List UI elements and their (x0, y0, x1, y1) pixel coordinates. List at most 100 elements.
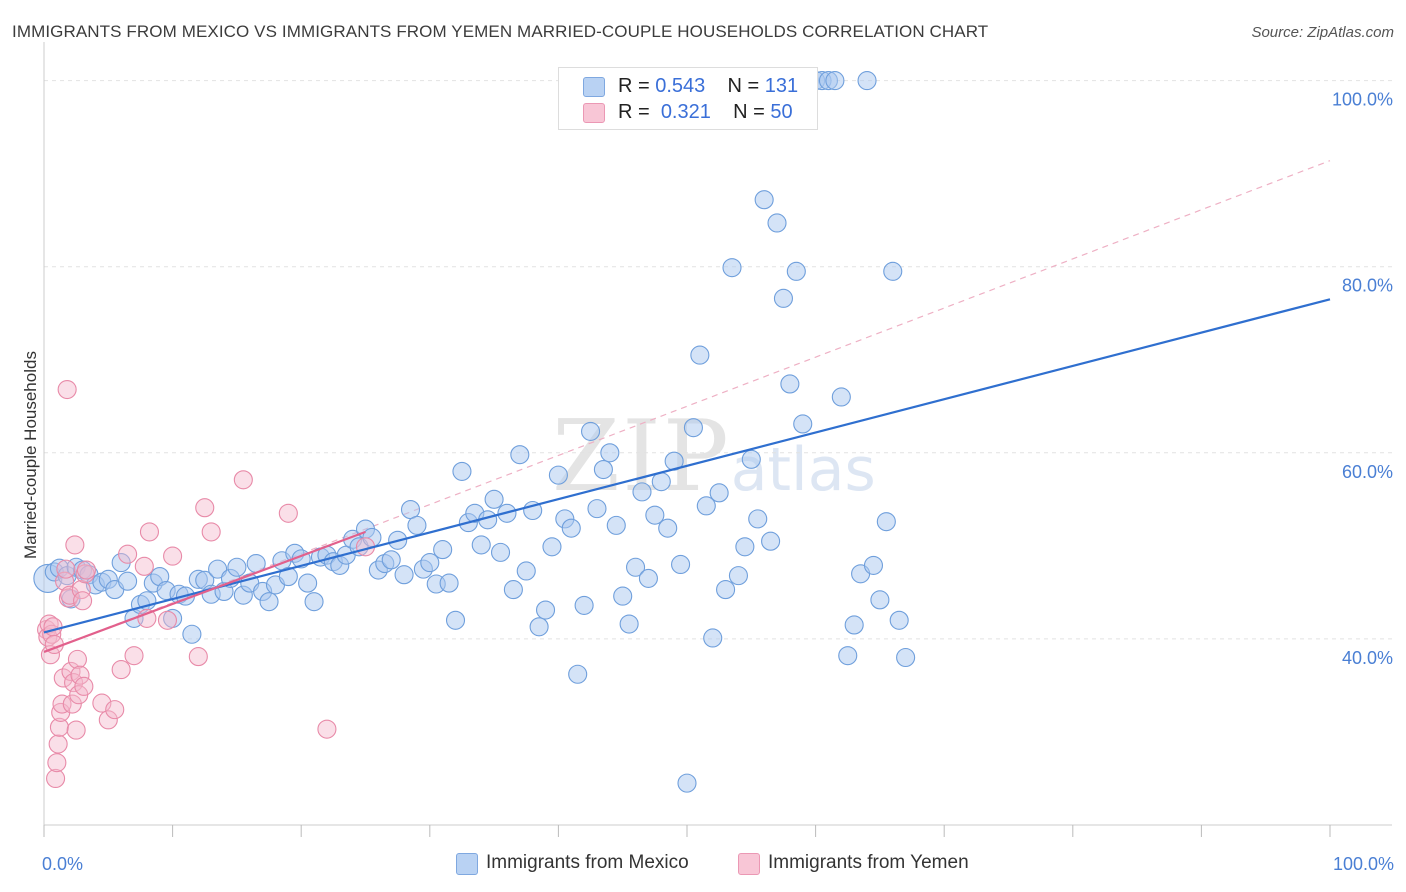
mexico-point (420, 553, 440, 573)
legend-swatch-mexico (583, 77, 605, 97)
mexico-point (452, 461, 472, 481)
mexico-point (883, 261, 903, 281)
mexico-point (490, 542, 511, 562)
mexico-point (587, 499, 607, 519)
legend-mexico-n-value: 131 (764, 75, 799, 97)
yemen-point (118, 544, 138, 564)
yemen-point (67, 649, 87, 669)
mexico-point (786, 261, 806, 281)
mexico-point (606, 515, 626, 535)
yemen-point (76, 560, 96, 580)
series-label-mexico: Immigrants from Mexico (486, 852, 689, 873)
mexico-point (728, 566, 748, 586)
yemen-point (134, 556, 154, 576)
yemen-point (43, 617, 63, 637)
mexico-point (613, 586, 633, 606)
y-tick-label: 60.0% (1342, 462, 1393, 482)
mexico-points (33, 71, 916, 793)
mexico-point (754, 190, 774, 210)
mexico-point (896, 647, 916, 668)
mexico-point (683, 418, 703, 438)
mexico-point (381, 550, 401, 570)
mexico-point (259, 592, 279, 612)
y-axis-title: Married-couple Households (21, 351, 40, 559)
yemen-point (137, 608, 157, 628)
mexico-trend-line (43, 298, 1331, 634)
series-label-yemen: Immigrants from Yemen (768, 852, 969, 873)
mexico-point (593, 460, 613, 480)
mexico-point (863, 555, 884, 575)
mexico-point (844, 615, 864, 635)
legend-yemen-n-label: N = (733, 101, 765, 123)
y-tick-label: 100.0% (1332, 90, 1393, 110)
yemen-point (56, 559, 76, 579)
yemen-point (48, 734, 68, 754)
legend-yemen-n-value: 50 (770, 101, 793, 123)
mexico-point (561, 518, 581, 538)
legend-yemen-r-label: R = (618, 101, 650, 123)
y-tick-labels: 40.0% 60.0% 80.0% 100.0% (1332, 90, 1393, 668)
mexico-point (690, 345, 710, 365)
mexico-point (645, 505, 665, 525)
mexico-point (529, 617, 549, 637)
yemen-point (195, 498, 215, 518)
mexico-point (516, 561, 536, 581)
mexico-point (548, 465, 568, 485)
mexico-point (619, 614, 639, 634)
yemen-point (62, 694, 82, 714)
mexico-point (696, 496, 716, 516)
yemen-point (46, 768, 66, 789)
yemen-point (111, 660, 131, 680)
legend-mexico-r-value: 0.543 (655, 75, 706, 97)
yemen-point (47, 753, 67, 773)
mexico-point (298, 573, 318, 593)
mexico-point (638, 568, 658, 588)
mexico-point (600, 443, 620, 463)
mexico-point (767, 213, 787, 233)
mexico-point (677, 773, 697, 793)
mexico-point (632, 482, 652, 502)
mexico-point (825, 71, 845, 91)
mexico-point (510, 445, 530, 465)
yemen-point (201, 522, 221, 542)
yemen-trend-line (43, 530, 366, 653)
yemen-point (70, 665, 90, 685)
mexico-point (716, 580, 736, 600)
legend-swatch-yemen (583, 103, 605, 123)
mexico-point (870, 590, 890, 610)
mexico-point (722, 258, 742, 278)
mexico-point (857, 71, 877, 91)
yemen-point (65, 535, 85, 555)
mexico-point (580, 421, 601, 441)
yemen-points (37, 379, 376, 789)
grid-lines (44, 80, 1392, 640)
yemen-point (53, 668, 73, 688)
yemen-trend-extension (43, 160, 1331, 653)
mexico-point (741, 449, 761, 469)
mexico-point (703, 628, 723, 648)
mexico-point (735, 537, 755, 557)
mexico-point (503, 580, 523, 600)
mexico-point (227, 557, 247, 577)
yemen-point (98, 710, 118, 730)
mexico-point (831, 387, 851, 407)
legend-yemen-r-value: 0.321 (660, 101, 711, 123)
mexico-point (484, 489, 504, 509)
mexico-point (208, 559, 228, 579)
series-legend: Immigrants from Mexico Immigrants from Y… (0, 852, 1406, 878)
legend-mexico-n-label: N = (727, 75, 760, 97)
legend-mexico-r-label: R = (618, 75, 650, 97)
yemen-point (105, 700, 125, 720)
yemen-point (124, 646, 144, 666)
mexico-point (780, 374, 800, 394)
mexico-point (439, 573, 459, 593)
mexico-point (118, 571, 138, 591)
yemen-point (73, 591, 93, 611)
mexico-point (626, 557, 646, 577)
mexico-point (568, 664, 588, 684)
mexico-point (709, 483, 729, 503)
mexico-point (651, 472, 671, 492)
yemen-point (66, 720, 86, 740)
mexico-point (773, 288, 794, 308)
yemen-point (163, 546, 183, 566)
